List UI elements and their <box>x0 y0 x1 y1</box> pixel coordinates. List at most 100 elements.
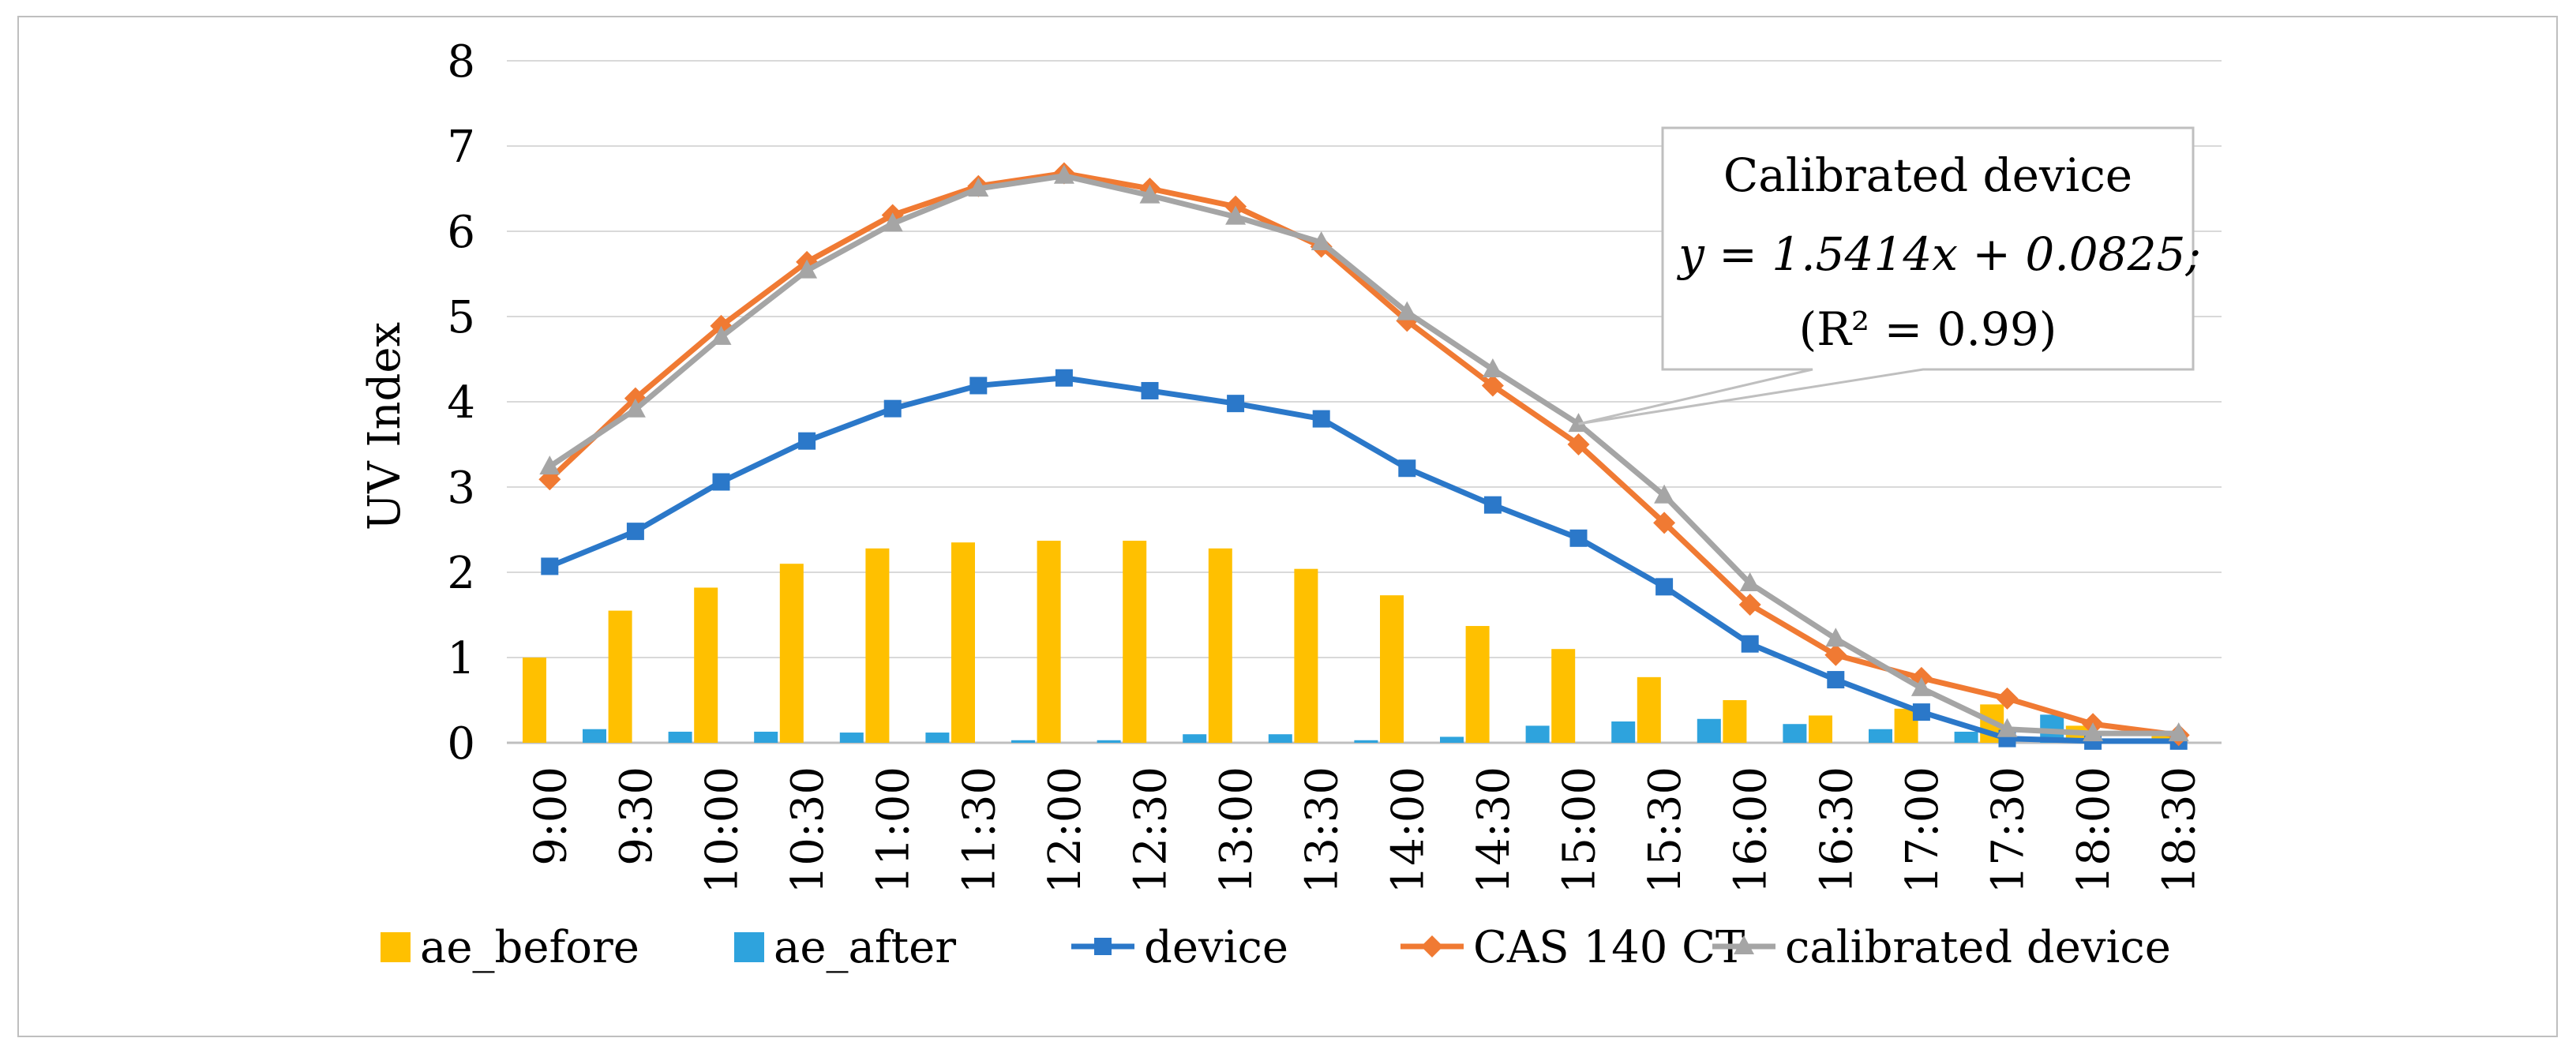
marker-cas-140-ct <box>1567 433 1590 455</box>
bar-ae_after <box>839 733 864 743</box>
legend-marker-cas-140-ct <box>1421 935 1443 957</box>
bar-ae_after <box>1440 736 1464 743</box>
marker-cas-140-ct <box>1996 687 2019 710</box>
x-tick-label: 16:30 <box>1811 766 1862 894</box>
x-tick-label: 10:30 <box>782 766 834 894</box>
marker-calibrated-device <box>624 398 646 418</box>
marker-calibrated-device <box>1139 184 1161 204</box>
bar-ae_before <box>608 610 632 743</box>
x-tick-label: 10:00 <box>697 766 748 894</box>
bar-ae_after <box>583 729 606 743</box>
x-axis: 9:00 9:30 10:00 10:30 11:00 11:30 12:00 12:30 13… <box>525 766 2205 894</box>
x-tick-label: 13:30 <box>1297 766 1348 894</box>
line-calibrated-device <box>548 173 2179 736</box>
marker-device <box>541 557 559 575</box>
y-tick-label: 1 <box>447 633 475 684</box>
marker-calibrated-device <box>1739 572 1760 592</box>
legend-label-ae_before: ae_before <box>420 922 639 973</box>
regression-callout: Calibrated device y = 1.5414x + 0.0825; … <box>1578 126 2201 425</box>
marker-device <box>969 377 988 395</box>
bar-ae_after <box>1525 725 1550 743</box>
marker-calibrated-device <box>2168 722 2189 742</box>
marker-device <box>1483 496 1502 514</box>
bar-ae_before <box>1037 541 1061 743</box>
bar-ae_after <box>754 731 778 743</box>
x-tick-label: 14:30 <box>1468 766 1520 894</box>
bar-ae_after <box>1354 740 1378 743</box>
marker-device <box>712 473 730 491</box>
marker-calibrated-device <box>539 455 561 475</box>
bar-ae_before <box>1123 541 1147 743</box>
marker-calibrated-device <box>711 325 732 345</box>
x-tick-label: 18:30 <box>2154 766 2206 894</box>
marker-device <box>1141 381 1159 399</box>
bar-ae_after <box>1783 724 1807 743</box>
legend-label-cas-140-ct: CAS 140 CT <box>1473 922 1745 973</box>
x-tick-label: 15:00 <box>1554 766 1606 894</box>
marker-device <box>1312 410 1330 428</box>
bar-ae_before <box>1380 595 1404 743</box>
lines <box>538 162 2190 750</box>
bar-ae_before <box>1551 649 1576 743</box>
marker-cas-140-ct <box>1481 374 1504 397</box>
legend-swatch-ae_after <box>734 932 764 962</box>
marker-device <box>1055 369 1073 387</box>
bar-ae_before <box>1208 548 1232 743</box>
bar-ae_before <box>1809 715 1832 743</box>
y-axis-label: UV Index <box>359 322 411 530</box>
x-tick-label: 9:30 <box>611 766 662 866</box>
x-tick-label: 14:00 <box>1382 766 1434 894</box>
y-tick-label: 2 <box>447 548 475 599</box>
marker-calibrated-device <box>1997 718 2018 737</box>
bars <box>523 541 2176 743</box>
x-tick-label: 17:30 <box>1983 766 2034 894</box>
figure-frame: UV Index 0 1 2 3 4 5 6 7 8 9:00 9:30 10:00 10:30 11:… <box>17 16 2558 1037</box>
legend-swatch-ae_before <box>381 932 411 962</box>
marker-calibrated-device <box>1397 301 1418 320</box>
marker-device <box>1569 529 1588 547</box>
legend-marker-device <box>1094 938 1112 955</box>
marker-calibrated-device <box>1654 484 1675 504</box>
line-device <box>548 375 2179 744</box>
legend-label-calibrated-device: calibrated device <box>1785 922 2171 973</box>
y-tick-label: 3 <box>447 463 475 514</box>
bar-ae_before <box>694 587 718 743</box>
marker-calibrated-device <box>2083 722 2104 742</box>
marker-calibrated-device <box>1825 628 1847 647</box>
x-tick-label: 9:00 <box>525 766 576 866</box>
marker-device <box>1912 703 1930 721</box>
bar-ae_after <box>1183 734 1207 743</box>
uv-index-chart: UV Index 0 1 2 3 4 5 6 7 8 9:00 9:30 10:00 10:30 11:… <box>359 36 2222 973</box>
x-tick-label: 16:00 <box>1726 766 1777 894</box>
legend: ae_before ae_after device CAS 140 CT calibra… <box>381 922 2171 973</box>
y-tick-label: 6 <box>447 207 475 258</box>
marker-calibrated-device <box>1053 164 1074 184</box>
marker-calibrated-device <box>1225 205 1247 225</box>
marker-calibrated-device <box>882 212 903 232</box>
marker-device <box>798 432 816 450</box>
x-tick-label: 18:00 <box>2068 766 2120 894</box>
marker-calibrated-device <box>1568 413 1589 433</box>
bar-ae_before <box>1465 626 1490 743</box>
marker-device <box>1827 671 1845 689</box>
x-tick-label: 15:30 <box>1640 766 1691 894</box>
callout-box <box>1578 126 2195 425</box>
marker-calibrated-device <box>797 259 818 279</box>
x-tick-label: 12:30 <box>1126 766 1177 894</box>
y-axis: UV Index 0 1 2 3 4 5 6 7 8 <box>359 36 475 770</box>
legend-label-ae_after: ae_after <box>774 922 956 973</box>
bar-ae_before <box>1723 700 1747 743</box>
bar-ae_before <box>779 564 804 743</box>
y-tick-label: 5 <box>447 292 475 343</box>
bar-ae_after <box>1097 740 1121 743</box>
bar-ae_before <box>523 658 546 743</box>
callout-title: Calibrated device <box>1723 148 2132 202</box>
bar-ae_after <box>668 731 692 743</box>
y-tick-label: 0 <box>447 718 475 770</box>
bar-ae_before <box>1294 568 1318 743</box>
marker-calibrated-device <box>968 178 989 197</box>
marker-cas-140-ct <box>1653 512 1676 534</box>
bar-ae_after <box>1611 721 1636 743</box>
y-tick-label: 8 <box>447 36 475 88</box>
bar-ae_after <box>1268 734 1292 743</box>
